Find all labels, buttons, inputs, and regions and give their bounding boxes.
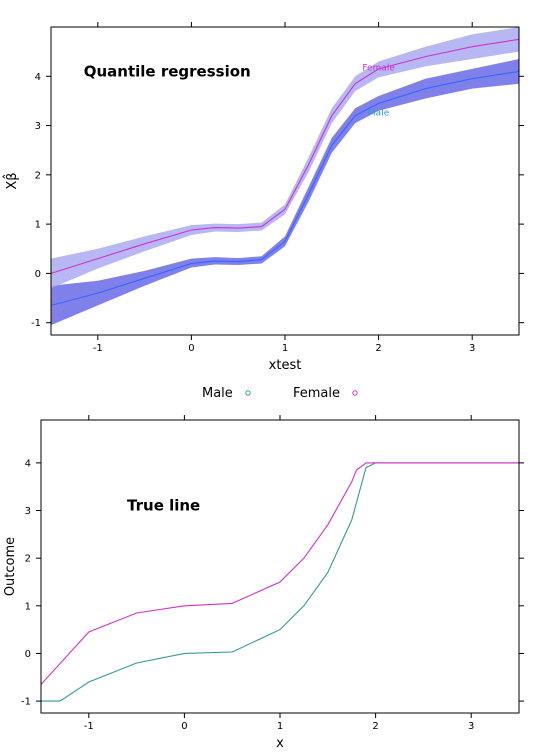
y-tick-label: 4 xyxy=(25,458,31,469)
y-tick-label: 4 xyxy=(35,72,41,83)
confidence-band-male xyxy=(51,59,519,326)
y-tick-label: 0 xyxy=(35,269,41,280)
plot-area xyxy=(41,462,519,702)
series-label-female: Female xyxy=(362,63,395,73)
y-tick-label: -1 xyxy=(31,318,41,329)
x-axis-label: x xyxy=(276,736,284,751)
y-tick-label: 1 xyxy=(25,601,31,612)
series-line-female xyxy=(41,462,519,685)
x-tick-label: -1 xyxy=(84,721,94,732)
chart-panel-1: -1 0 1 2 3 -1 0 1 2 3 4 xtest Xβ̂ Quantile regression… xyxy=(3,22,524,373)
series-line-female xyxy=(51,38,519,274)
x-tick-label: 3 xyxy=(469,343,475,354)
series-label-male: Male xyxy=(368,109,390,119)
chart-annotation: Quantile regression xyxy=(84,62,251,80)
y-tick-label: 2 xyxy=(35,170,41,181)
y-tick-label: 3 xyxy=(25,506,31,517)
chart-annotation: True line xyxy=(127,497,200,515)
x-tick-label: 2 xyxy=(372,721,378,732)
y-tick-label: 1 xyxy=(35,220,41,231)
y-tick-label: 0 xyxy=(25,649,31,660)
x-tick-label: 0 xyxy=(181,721,187,732)
y-axis-label: Outcome xyxy=(3,537,18,596)
series-line-male xyxy=(51,70,519,306)
confidence-band-female xyxy=(51,27,519,289)
y-tick-label: 3 xyxy=(35,121,41,132)
x-tick-label: 1 xyxy=(282,343,288,354)
chart-panel-2: -1 0 1 2 3 -1 0 1 2 3 4 x Outcome True line Male Female xyxy=(3,386,524,751)
y-tick-label: -1 xyxy=(21,697,31,708)
legend: Male Female xyxy=(202,386,358,401)
legend-label-female: Female xyxy=(293,386,340,401)
x-tick-label: 0 xyxy=(188,343,194,354)
legend-label-male: Male xyxy=(202,386,233,401)
y-axis-label: Xβ̂ xyxy=(3,172,20,189)
y-tick-label: 2 xyxy=(25,554,31,565)
x-tick-label: 2 xyxy=(375,343,381,354)
x-tick-label: -1 xyxy=(93,343,103,354)
plot-area xyxy=(51,27,519,326)
legend-marker-male xyxy=(245,390,251,396)
x-tick-label: 1 xyxy=(277,721,283,732)
x-axis-label: xtest xyxy=(269,358,302,373)
x-tick-label: 3 xyxy=(468,721,474,732)
plot-frame xyxy=(40,419,520,714)
legend-marker-female xyxy=(352,390,358,396)
